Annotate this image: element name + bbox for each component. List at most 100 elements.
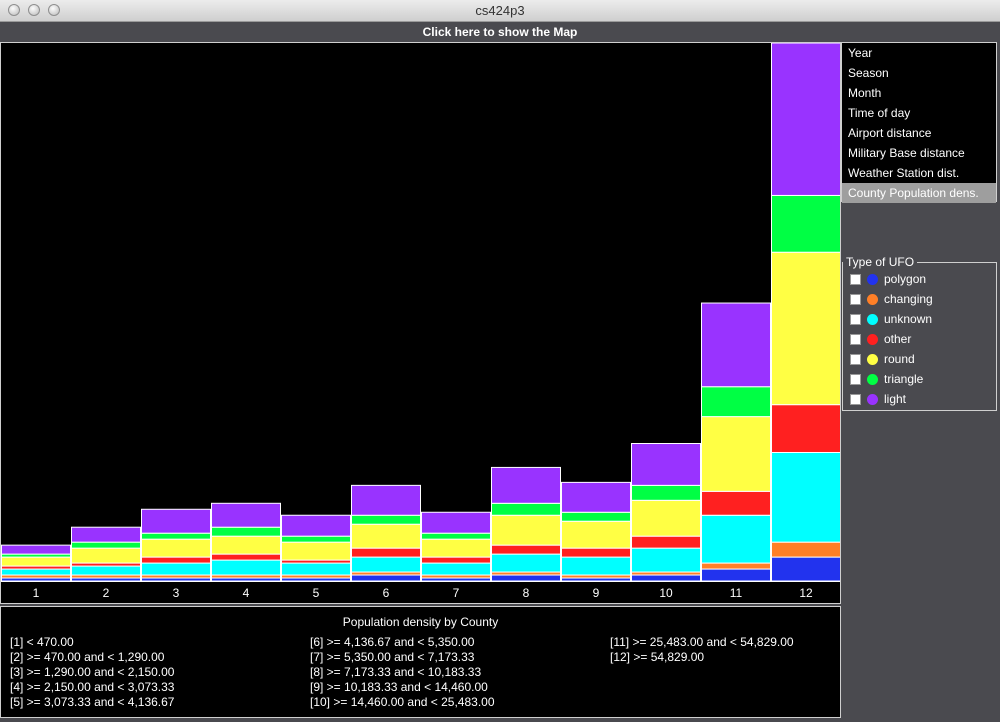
- bar-segment-3-unknown[interactable]: [141, 562, 211, 576]
- legend-dot-icon: [867, 293, 878, 305]
- bar-segment-5-triangle[interactable]: [281, 535, 351, 543]
- menu-item-county-population-dens[interactable]: County Population dens.: [842, 183, 996, 203]
- bar-segment-3-triangle[interactable]: [141, 532, 211, 540]
- menu-item-weather-station-dist[interactable]: Weather Station dist.: [848, 166, 960, 180]
- bar-segment-11-unknown[interactable]: [701, 514, 771, 564]
- bar-segment-5-round[interactable]: [281, 541, 351, 561]
- bar-segment-12-triangle[interactable]: [771, 194, 841, 253]
- bar-segment-2-round[interactable]: [71, 547, 141, 564]
- bar-segment-10-polygon[interactable]: [631, 574, 701, 582]
- bar-segment-10-round[interactable]: [631, 499, 701, 537]
- bar-segment-11-changing[interactable]: [701, 562, 771, 570]
- window-titlebar: cs424p3: [0, 0, 1000, 22]
- bar-segment-11-polygon[interactable]: [701, 568, 771, 582]
- bar-segment-4-light[interactable]: [211, 502, 281, 528]
- bar-segment-6-unknown[interactable]: [351, 556, 421, 573]
- bar-segment-7-other[interactable]: [421, 556, 491, 564]
- bar-segment-11-light[interactable]: [701, 302, 771, 388]
- menu-item-month[interactable]: Month: [848, 86, 882, 100]
- close-window-icon[interactable]: [8, 4, 20, 16]
- bar-segment-10-other[interactable]: [631, 535, 701, 549]
- bar-segment-8-light[interactable]: [491, 466, 561, 504]
- legend-checkbox-round[interactable]: [850, 353, 861, 365]
- bar-segment-8-other[interactable]: [491, 544, 561, 555]
- bar-segment-4-other[interactable]: [211, 553, 281, 561]
- bar-segment-6-round[interactable]: [351, 523, 421, 549]
- x-tick-label: 6: [383, 586, 390, 600]
- legend-dot-icon: [867, 313, 878, 325]
- bar-segment-8-triangle[interactable]: [491, 502, 561, 516]
- bar-segment-9-light[interactable]: [561, 481, 631, 513]
- bin-range-3: [3] >= 1,290.00 and < 2,150.00: [10, 665, 175, 679]
- legend-label: unknown: [884, 312, 933, 326]
- bar-segment-6-triangle[interactable]: [351, 514, 421, 525]
- bar-segment-7-round[interactable]: [421, 538, 491, 558]
- bar-segment-10-triangle[interactable]: [631, 484, 701, 501]
- bar-segment-10-light[interactable]: [631, 443, 701, 486]
- legend-checkbox-other[interactable]: [850, 333, 861, 345]
- bar-segment-11-round[interactable]: [701, 416, 771, 492]
- zoom-window-icon[interactable]: [48, 4, 60, 16]
- legend-checkbox-light[interactable]: [850, 393, 861, 405]
- bar-segment-12-light[interactable]: [771, 43, 841, 196]
- legend-checkbox-changing[interactable]: [850, 293, 861, 305]
- window-title: cs424p3: [475, 3, 525, 18]
- bar-segment-9-triangle[interactable]: [561, 511, 631, 522]
- bar-segment-7-triangle[interactable]: [421, 532, 491, 540]
- bar-segment-4-round[interactable]: [211, 535, 281, 555]
- bar-segment-11-triangle[interactable]: [701, 386, 771, 418]
- bar-segment-12-changing[interactable]: [771, 541, 841, 558]
- x-tick-label: 9: [593, 586, 600, 600]
- x-tick-label: 3: [173, 586, 180, 600]
- bar-segment-1-light[interactable]: [1, 544, 71, 555]
- bar-segment-2-unknown[interactable]: [71, 565, 141, 576]
- show-map-button[interactable]: Click here to show the Map: [422, 25, 578, 39]
- bar-segment-1-unknown[interactable]: [1, 568, 71, 576]
- bar-segment-9-other[interactable]: [561, 547, 631, 558]
- legend-checkbox-polygon[interactable]: [850, 273, 861, 285]
- bar-segment-12-other[interactable]: [771, 404, 841, 453]
- bar-segment-12-unknown[interactable]: [771, 451, 841, 543]
- bar-segment-10-unknown[interactable]: [631, 547, 701, 573]
- menu-item-time-of-day[interactable]: Time of day: [848, 106, 911, 120]
- bin-range-8: [8] >= 7,173.33 and < 10,183.33: [310, 665, 482, 679]
- bin-range-4: [4] >= 2,150.00 and < 3,073.33: [10, 680, 175, 694]
- bar-segment-12-polygon[interactable]: [771, 556, 841, 582]
- legend-item-polygon: polygon: [850, 269, 926, 289]
- legend-label: round: [884, 352, 915, 366]
- x-tick-label: 12: [799, 586, 813, 600]
- bar-segment-8-polygon[interactable]: [491, 574, 561, 582]
- bar-segment-6-light[interactable]: [351, 484, 421, 516]
- bar-segment-3-light[interactable]: [141, 508, 211, 534]
- legend-checkbox-triangle[interactable]: [850, 373, 861, 385]
- x-tick-label: 11: [730, 586, 743, 600]
- bar-segment-5-light[interactable]: [281, 514, 351, 537]
- bar-segment-8-round[interactable]: [491, 514, 561, 546]
- bar-segment-8-unknown[interactable]: [491, 553, 561, 573]
- bar-segment-4-unknown[interactable]: [211, 559, 281, 576]
- bar-segment-1-round[interactable]: [1, 556, 71, 567]
- bar-segment-2-light[interactable]: [71, 526, 141, 543]
- bar-segment-6-other[interactable]: [351, 547, 421, 558]
- menu-item-year[interactable]: Year: [848, 46, 873, 60]
- bar-segment-7-light[interactable]: [421, 511, 491, 534]
- legend-dot-icon: [867, 373, 878, 385]
- bar-segment-7-unknown[interactable]: [421, 562, 491, 576]
- menu-item-season[interactable]: Season: [848, 66, 889, 80]
- bar-segment-9-round[interactable]: [561, 520, 631, 549]
- menu-item-military-base-distance[interactable]: Military Base distance: [848, 146, 965, 160]
- bar-segment-2-triangle[interactable]: [71, 541, 141, 549]
- bar-segment-12-round[interactable]: [771, 251, 841, 406]
- minimize-window-icon[interactable]: [28, 4, 40, 16]
- bar-segment-4-triangle[interactable]: [211, 526, 281, 537]
- bin-range-1: [1] < 470.00: [10, 635, 74, 649]
- legend-checkbox-unknown[interactable]: [850, 313, 861, 325]
- bar-segment-3-round[interactable]: [141, 538, 211, 558]
- menu-item-airport-distance[interactable]: Airport distance: [848, 126, 932, 140]
- bar-segment-11-other[interactable]: [701, 490, 771, 516]
- attribute-menu: Year Season Month Time of day Airport distan…: [841, 42, 997, 203]
- bar-segment-5-unknown[interactable]: [281, 562, 351, 576]
- bar-segment-3-other[interactable]: [141, 556, 211, 564]
- bar-segment-9-unknown[interactable]: [561, 556, 631, 576]
- bar-segment-6-polygon[interactable]: [351, 574, 421, 582]
